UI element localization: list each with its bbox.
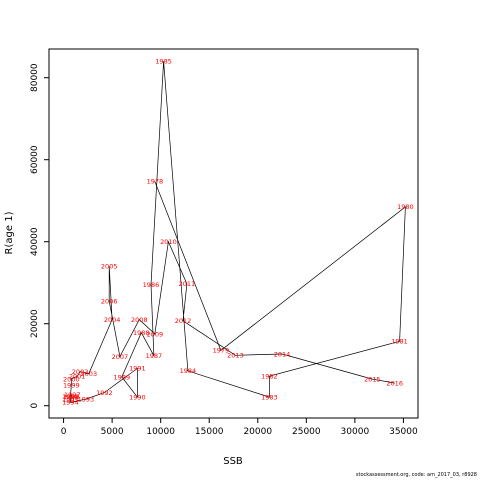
year-label-2011: 2011 [179, 280, 196, 288]
year-label-2013: 2013 [227, 352, 244, 360]
year-label-1996: 1996 [63, 393, 80, 401]
year-label-2003: 2003 [81, 370, 98, 378]
year-label-1989: 1989 [114, 373, 131, 381]
x-tick-label: 5000 [101, 427, 124, 437]
year-label-1999: 1999 [63, 382, 80, 390]
y-tick-label: 80000 [30, 63, 40, 92]
year-label-1995: 1995 [62, 396, 79, 404]
y-tick-label: 0 [30, 403, 40, 409]
year-label-1978: 1978 [147, 178, 164, 186]
y-axis-title: R(age 1) [4, 211, 15, 254]
year-label-2015: 2015 [364, 375, 381, 383]
y-axis: 0 20000 40000 60000 80000 [30, 63, 49, 409]
year-label-1985: 1985 [155, 58, 172, 66]
footer-credit: stockassessment.org, code: am_2017_03, r… [355, 472, 477, 478]
year-label-1986: 1986 [143, 281, 160, 289]
x-tick-label: 20000 [243, 427, 272, 437]
year-label-1988: 1988 [133, 329, 150, 337]
year-label-2008: 2008 [131, 316, 148, 324]
year-label-1990: 1990 [129, 393, 146, 401]
year-label-1993: 1993 [78, 395, 95, 403]
year-label-1982: 1982 [261, 372, 278, 380]
year-label-1981: 1981 [391, 338, 408, 346]
year-label-2007: 2007 [112, 353, 129, 361]
y-tick-label: 40000 [30, 227, 40, 256]
year-label-2002: 2002 [72, 368, 89, 376]
year-label-1984: 1984 [180, 367, 197, 375]
x-tick-label: 35000 [389, 427, 418, 437]
x-axis: 0 5000 10000 15000 20000 25000 30000 35000 [61, 418, 418, 437]
year-label-1987: 1987 [146, 352, 163, 360]
year-label-1980: 1980 [397, 203, 414, 211]
y-tick-label: 20000 [30, 309, 40, 338]
year-label-2010: 2010 [160, 238, 177, 246]
year-label-2000: 2000 [63, 375, 80, 383]
x-tick-label: 0 [61, 427, 67, 437]
year-label-1994: 1994 [62, 399, 79, 407]
year-label-2001: 2001 [69, 372, 86, 380]
recruitment-trajectory-line [69, 61, 406, 403]
plot-frame [48, 48, 419, 419]
year-label-2016: 2016 [386, 379, 403, 387]
year-label-2014: 2014 [274, 350, 291, 358]
y-tick-label: 60000 [30, 145, 40, 174]
x-tick-label: 10000 [146, 427, 175, 437]
year-label-1979: 1979 [213, 347, 230, 355]
x-tick-label: 25000 [292, 427, 321, 437]
year-label-1983: 1983 [261, 393, 278, 401]
year-label-2009: 2009 [147, 330, 164, 338]
year-label-2006: 2006 [101, 297, 118, 305]
year-label-1998: 1998 [62, 393, 79, 401]
year-label-1991: 1991 [129, 365, 146, 373]
year-labels: 1978 1979 1980 1981 1982 1983 1984 1985 1986 1987… [62, 58, 414, 407]
x-axis-title: SSB [223, 456, 243, 467]
year-label-1992: 1992 [96, 389, 113, 397]
year-label-2004: 2004 [104, 316, 121, 324]
x-tick-label: 30000 [341, 427, 370, 437]
year-label-2012: 2012 [175, 317, 192, 325]
year-label-1997: 1997 [64, 391, 81, 399]
x-tick-label: 15000 [195, 427, 224, 437]
year-label-2005: 2005 [101, 263, 118, 271]
